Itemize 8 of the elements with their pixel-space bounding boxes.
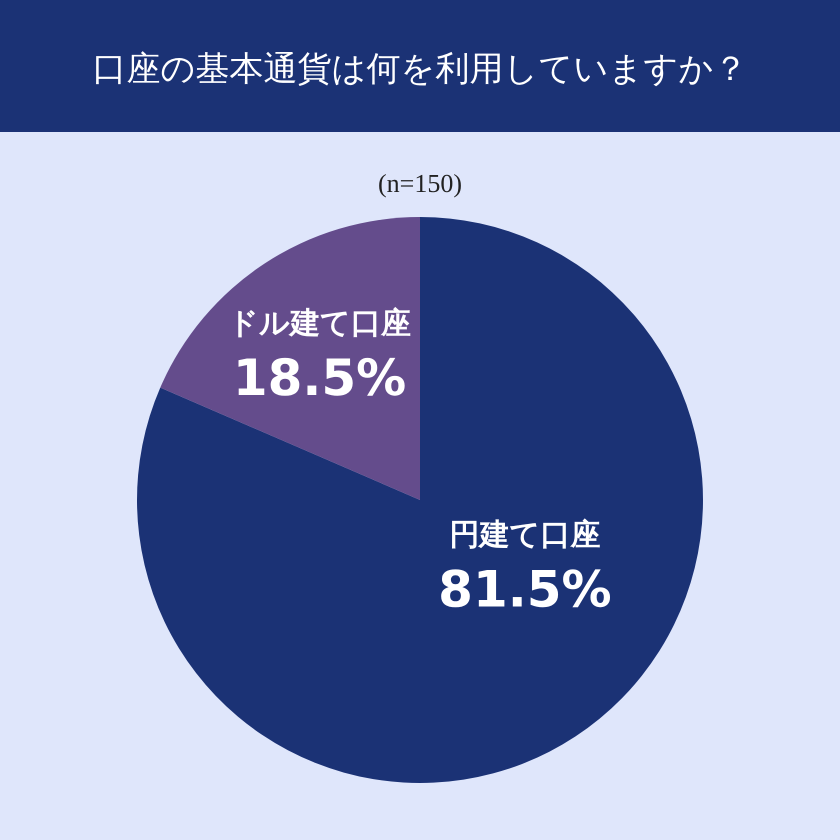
chart-title: 口座の基本通貨は何を利用していますか？ [92,49,748,89]
pie-slice [160,217,420,500]
chart-subtitle: (n=150) [378,169,462,198]
slice-label: 円建て口座 [449,517,600,552]
data-label: 81.5% [438,560,612,618]
data-label: 18.5% [232,348,406,407]
pie-slice [137,217,703,783]
slice-label: ドル建て口座 [228,306,412,341]
